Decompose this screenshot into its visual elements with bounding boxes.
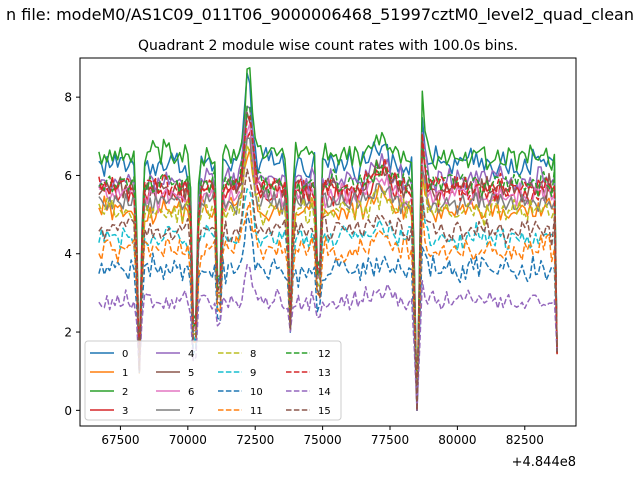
legend-label-2: 2	[122, 387, 128, 398]
y-axis: 0 2 4 6 8	[64, 91, 80, 418]
series-line-11	[98, 201, 558, 412]
legend-label-5: 5	[188, 368, 194, 379]
figure-suptitle: n file: modeM0/AS1C09_011T06_9000006468_…	[6, 5, 634, 25]
legend-label-7: 7	[188, 406, 194, 417]
legend-label-1: 1	[122, 368, 128, 379]
plot-frame	[79, 57, 577, 427]
series-line-14	[98, 263, 558, 412]
y-tick-label-0: 0	[64, 404, 72, 418]
chart-title: Quadrant 2 module wise count rates with …	[138, 38, 518, 54]
x-tick-label-80000: 80000	[438, 433, 476, 447]
x-axis: 67500 70000 72500 75000 77500 80000 82500	[101, 426, 544, 447]
series-line-9	[98, 188, 558, 412]
series-line-0	[98, 72, 558, 412]
series-line-12	[98, 105, 558, 412]
legend-label-12: 12	[318, 349, 331, 360]
x-tick-label-77500: 77500	[371, 433, 409, 447]
series-line-7	[98, 137, 558, 412]
y-tick-label-8: 8	[64, 91, 72, 105]
legend-label-14: 14	[318, 387, 331, 398]
y-tick-label-6: 6	[64, 169, 72, 183]
legend-label-11: 11	[250, 406, 263, 417]
legend-label-4: 4	[188, 349, 194, 360]
series-line-4	[98, 105, 558, 412]
legend-label-0: 0	[122, 349, 128, 360]
series-line-15	[98, 168, 558, 412]
legend-label-9: 9	[250, 368, 256, 379]
legend-label-3: 3	[122, 406, 128, 417]
x-tick-label-75000: 75000	[304, 433, 342, 447]
legend-label-10: 10	[250, 387, 263, 398]
series-line-13	[98, 115, 558, 412]
series-line-8	[98, 144, 558, 412]
x-tick-label-70000: 70000	[169, 433, 207, 447]
legend-label-8: 8	[250, 349, 256, 360]
legend-label-15: 15	[318, 406, 331, 417]
series-line-10	[98, 212, 558, 412]
legend-label-13: 13	[318, 368, 331, 379]
y-tick-label-2: 2	[64, 326, 72, 340]
series-line-2	[98, 67, 558, 412]
legend-box	[84, 340, 342, 421]
x-offset-label: +4.844e8	[512, 455, 576, 470]
y-tick-label-4: 4	[64, 247, 72, 261]
x-tick-label-82500: 82500	[506, 433, 544, 447]
x-tick-label-72500: 72500	[236, 433, 274, 447]
series-layer	[98, 67, 558, 412]
legend-label-6: 6	[188, 387, 194, 398]
x-tick-label-67500: 67500	[101, 433, 139, 447]
